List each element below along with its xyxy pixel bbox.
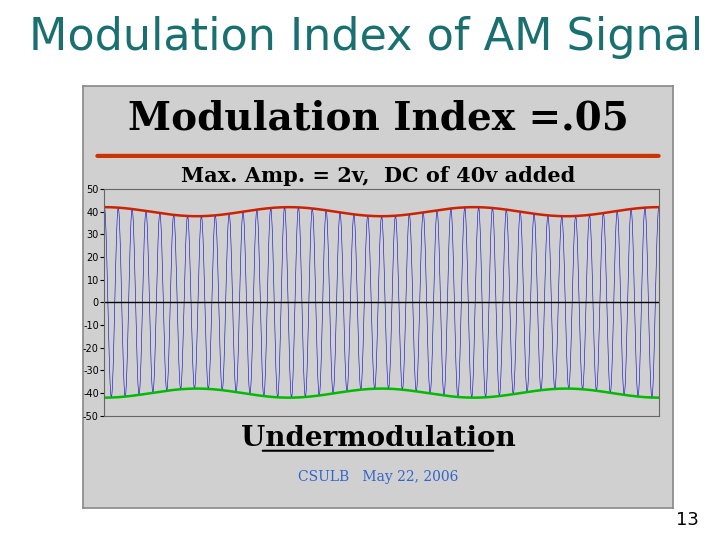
Text: Max. Amp. = 2v,  DC of 40v added: Max. Amp. = 2v, DC of 40v added (181, 166, 575, 186)
Text: Modulation Index =.05: Modulation Index =.05 (127, 99, 629, 137)
Text: 13: 13 (675, 511, 698, 529)
Text: Modulation Index of AM Signal: Modulation Index of AM Signal (29, 16, 703, 59)
Text: Undermodulation: Undermodulation (240, 426, 516, 453)
Text: CSULB   May 22, 2006: CSULB May 22, 2006 (298, 470, 458, 484)
